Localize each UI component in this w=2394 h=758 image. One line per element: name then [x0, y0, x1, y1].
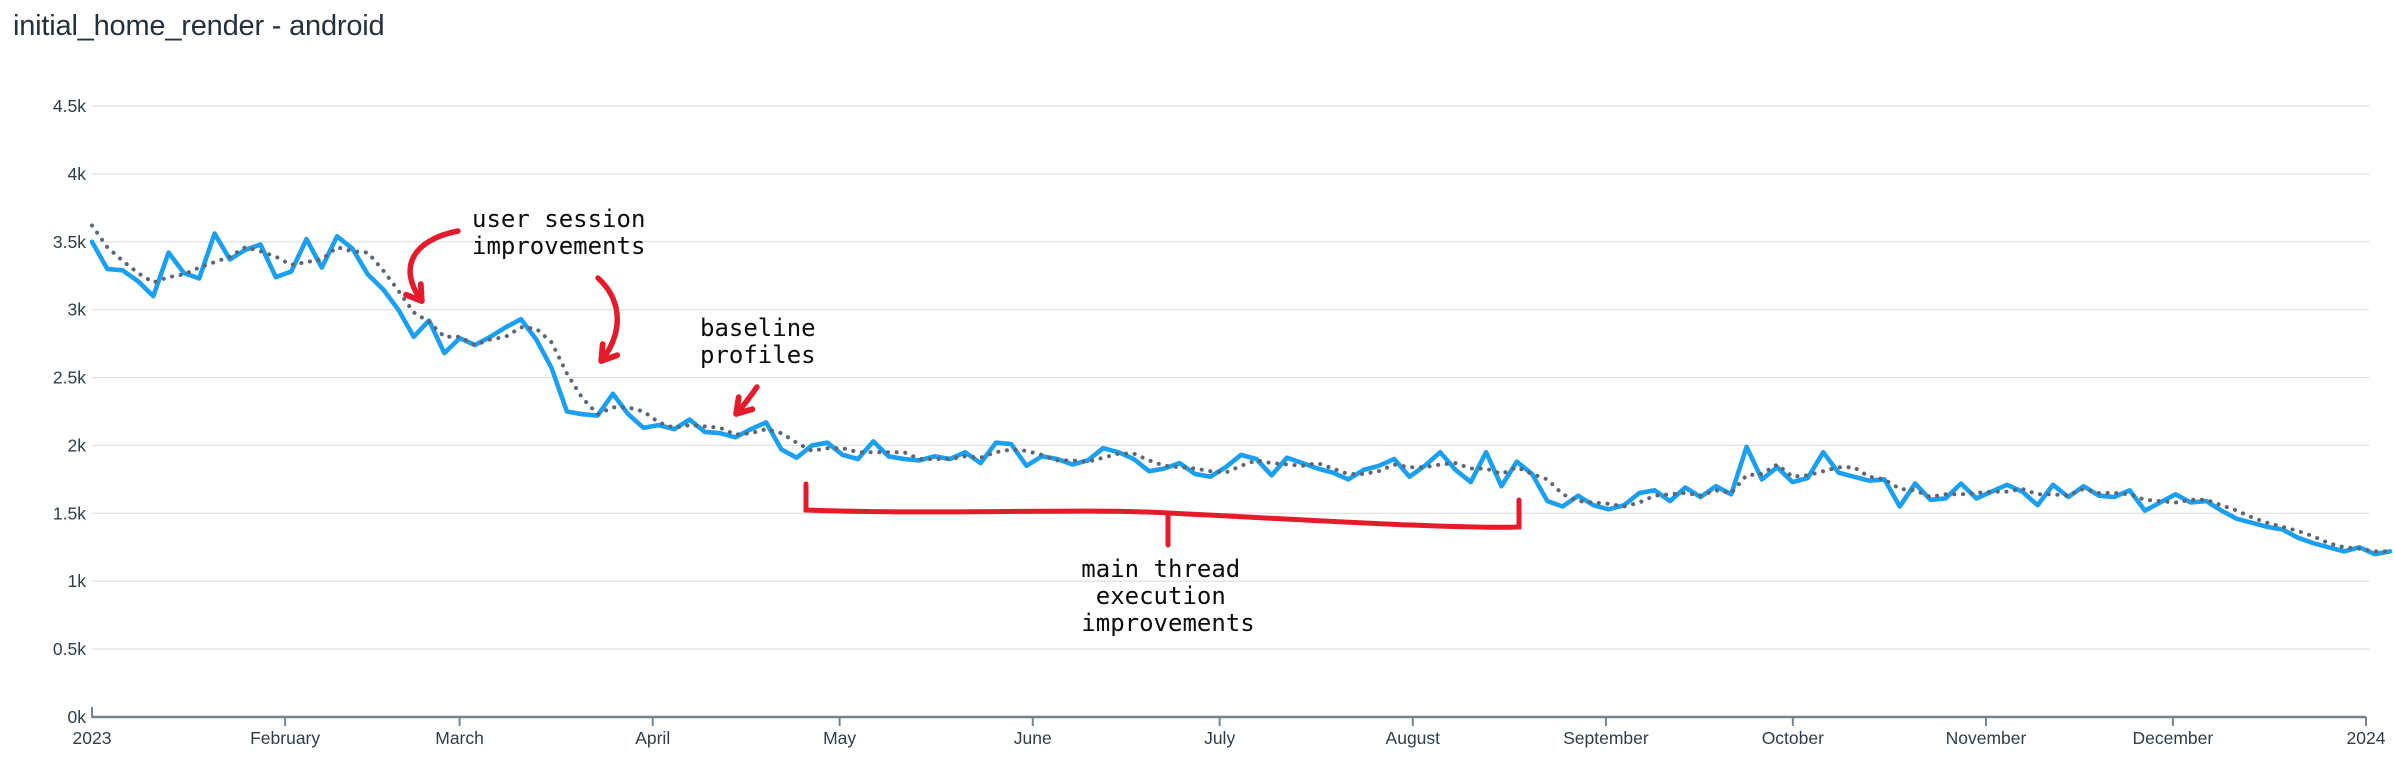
x-tick-label: July — [1204, 728, 1235, 748]
chart-series — [89, 223, 2393, 557]
y-tick-label: 0k — [68, 707, 87, 727]
annotation-shapes — [403, 228, 1522, 548]
gridlines: 0k 0.5k 1k 1.5k 2k 2.5k 3k 3.5k 4k 4.5k — [53, 96, 2369, 727]
x-tick-label: June — [1014, 728, 1052, 748]
x-tick-label: May — [823, 728, 856, 748]
x-tick-label: November — [1946, 728, 2027, 748]
x-tick-label: February — [250, 728, 320, 748]
annotation-main-thread: main thread execution improvements — [1081, 555, 1254, 637]
user-session-arrow-1 — [403, 228, 461, 304]
y-tick-label: 2k — [68, 435, 87, 455]
y-tick-label: 3.5k — [53, 232, 86, 252]
y-tick-label: 2.5k — [53, 368, 86, 388]
baseline-profiles-arrow — [733, 384, 760, 417]
x-tick-label: October — [1762, 728, 1824, 748]
y-tick-label: 0.5k — [53, 639, 86, 659]
x-tick-label: August — [1386, 728, 1441, 748]
x-tick-label: September — [1563, 728, 1649, 748]
y-tick-label: 1.5k — [53, 503, 86, 523]
series-render-time-trend-dotted-gray — [90, 223, 2392, 554]
series-render-time-solid-blue — [89, 231, 2393, 557]
y-tick-label: 1k — [68, 571, 87, 591]
chart-title: initial_home_render - android — [13, 10, 385, 42]
y-tick-label: 4.5k — [53, 96, 86, 116]
x-tick-label: 2024 — [2347, 728, 2386, 748]
x-tick-label: March — [435, 728, 484, 748]
x-axis: 2023 February March April May June July August S… — [73, 707, 2386, 748]
y-tick-label: 4k — [68, 164, 87, 184]
annotation-baseline-profiles: baseline profiles — [700, 314, 830, 369]
main-thread-bracket — [803, 481, 1522, 548]
user-session-arrow-2 — [595, 275, 621, 364]
annotation-user-session: user session improvements — [472, 205, 660, 260]
y-tick-label: 3k — [68, 300, 87, 320]
x-tick-label: April — [635, 728, 670, 748]
x-tick-label: December — [2132, 728, 2213, 748]
x-tick-label: 2023 — [73, 728, 112, 748]
